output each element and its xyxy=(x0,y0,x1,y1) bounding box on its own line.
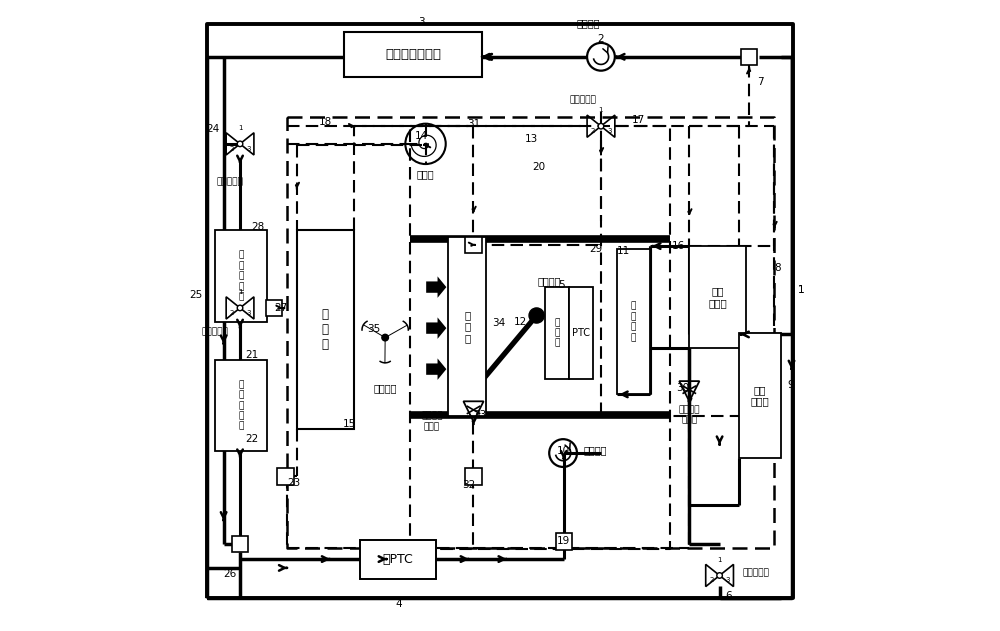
Text: 3: 3 xyxy=(726,577,730,583)
Text: 10: 10 xyxy=(557,446,570,456)
Text: 1: 1 xyxy=(717,557,722,562)
Text: 21: 21 xyxy=(245,350,258,360)
Text: 16: 16 xyxy=(672,241,685,251)
Polygon shape xyxy=(426,358,446,380)
Text: 31: 31 xyxy=(467,119,480,129)
Text: 电机及其控制器: 电机及其控制器 xyxy=(385,48,441,61)
Bar xyxy=(297,230,354,429)
Text: 第二电子
膨胀阀: 第二电子 膨胀阀 xyxy=(679,405,700,425)
Text: 28: 28 xyxy=(251,222,264,232)
Text: 暖
风
机: 暖 风 机 xyxy=(555,318,560,348)
Circle shape xyxy=(529,308,544,323)
Text: 17: 17 xyxy=(632,115,645,125)
Text: 第一三通阀: 第一三通阀 xyxy=(216,177,243,186)
Text: 7: 7 xyxy=(757,77,764,87)
Text: 3: 3 xyxy=(418,17,424,27)
Bar xyxy=(448,237,486,416)
Text: 1: 1 xyxy=(798,285,804,295)
Bar xyxy=(689,246,746,348)
Text: 24: 24 xyxy=(206,124,220,134)
Text: 11: 11 xyxy=(616,246,630,256)
Bar xyxy=(556,533,572,550)
Text: 3: 3 xyxy=(607,128,612,134)
Text: 第二三通阀: 第二三通阀 xyxy=(201,327,228,336)
Text: 1: 1 xyxy=(599,107,603,113)
Bar xyxy=(215,230,267,322)
Text: 14: 14 xyxy=(415,131,428,141)
Text: 蒸
发
器
热
泵: 蒸 发 器 热 泵 xyxy=(238,380,244,431)
Text: 2: 2 xyxy=(230,310,234,316)
Bar xyxy=(277,468,294,485)
Text: 32: 32 xyxy=(462,480,475,490)
Text: 15: 15 xyxy=(343,419,356,429)
Text: 蒸
发
箱: 蒸 发 箱 xyxy=(464,310,470,343)
Bar xyxy=(739,333,781,458)
Bar xyxy=(215,360,267,451)
Text: 19: 19 xyxy=(557,536,570,546)
Text: 30: 30 xyxy=(676,383,690,393)
Text: 33: 33 xyxy=(473,410,486,420)
Text: 25: 25 xyxy=(189,290,202,300)
Text: PTC: PTC xyxy=(572,328,590,338)
Text: 23: 23 xyxy=(288,478,301,488)
Circle shape xyxy=(237,141,243,146)
Text: 22: 22 xyxy=(245,433,258,444)
Text: 27: 27 xyxy=(274,303,288,313)
Bar xyxy=(465,237,482,253)
Text: 动
力
电
池: 动 力 电 池 xyxy=(630,302,636,342)
Text: 6: 6 xyxy=(725,591,732,601)
Text: 13: 13 xyxy=(525,134,538,144)
Text: 第二
换热器: 第二 换热器 xyxy=(708,286,727,308)
Text: 12: 12 xyxy=(514,317,527,327)
Text: 26: 26 xyxy=(223,569,237,579)
Text: 18: 18 xyxy=(319,117,332,127)
Text: 蒸
发
器
热
泵: 蒸 发 器 热 泵 xyxy=(238,251,244,302)
Text: 3: 3 xyxy=(246,146,251,151)
Polygon shape xyxy=(426,276,446,298)
Text: 第一电子
膨胀阀: 第一电子 膨胀阀 xyxy=(421,411,443,431)
Text: 1: 1 xyxy=(238,125,242,131)
Text: 34: 34 xyxy=(492,318,505,328)
Text: 8: 8 xyxy=(774,263,781,273)
Bar xyxy=(569,287,593,379)
Text: 压缩机: 压缩机 xyxy=(417,168,434,179)
Circle shape xyxy=(598,124,604,129)
Bar xyxy=(741,49,757,65)
Bar xyxy=(344,32,482,77)
Text: 第一
换热器: 第一 换热器 xyxy=(751,385,769,406)
Text: 2: 2 xyxy=(590,128,595,134)
Bar xyxy=(465,468,482,485)
Text: 冷暖风门: 冷暖风门 xyxy=(538,276,561,286)
Text: 29: 29 xyxy=(589,244,603,254)
Text: 5: 5 xyxy=(558,280,565,290)
Circle shape xyxy=(717,573,722,578)
Polygon shape xyxy=(426,317,446,339)
Text: 3: 3 xyxy=(246,310,251,316)
Bar xyxy=(232,536,248,552)
Text: 35: 35 xyxy=(367,324,380,334)
Text: 20: 20 xyxy=(533,162,546,172)
Bar xyxy=(545,287,569,379)
Text: 冷
凝
器: 冷 凝 器 xyxy=(322,308,329,351)
Text: 4: 4 xyxy=(396,599,402,610)
Circle shape xyxy=(237,305,243,310)
Circle shape xyxy=(382,334,388,341)
Text: 冷却风扇: 冷却风扇 xyxy=(373,383,397,393)
Text: 2: 2 xyxy=(230,146,234,151)
Text: 9: 9 xyxy=(787,380,794,390)
Bar xyxy=(360,540,436,579)
Text: 第三三通阀: 第三三通阀 xyxy=(743,569,770,577)
Text: 2: 2 xyxy=(709,577,713,583)
Text: 1: 1 xyxy=(238,289,242,295)
Text: 第二水泵: 第二水泵 xyxy=(583,445,607,455)
Bar xyxy=(266,300,282,316)
Bar xyxy=(617,249,650,394)
Text: 第一水泵: 第一水泵 xyxy=(577,18,600,28)
Text: 2: 2 xyxy=(598,34,604,44)
Text: 1: 1 xyxy=(798,285,804,295)
Text: 水PTC: 水PTC xyxy=(382,553,413,565)
Text: 第四三通阀: 第四三通阀 xyxy=(570,95,597,104)
